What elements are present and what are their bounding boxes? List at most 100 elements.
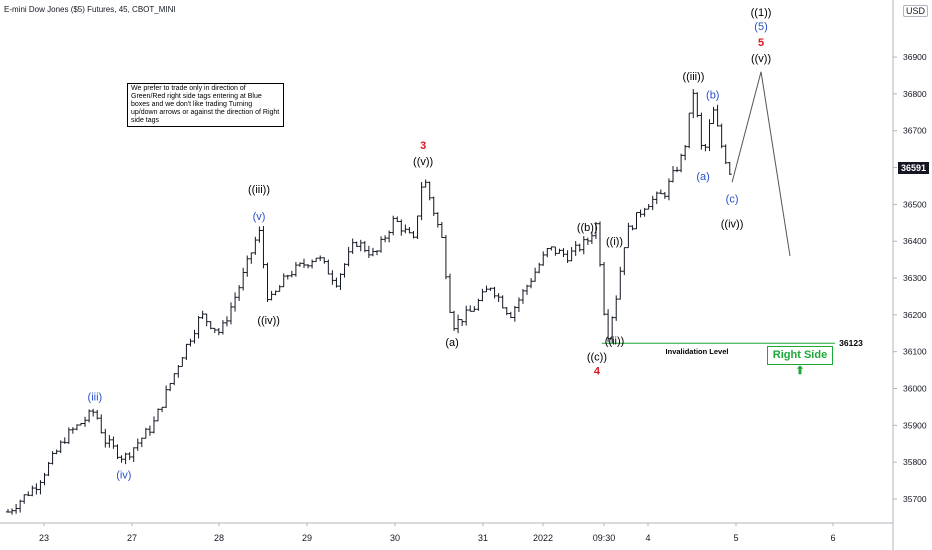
x-tick-label: 5 bbox=[733, 533, 738, 543]
candle bbox=[488, 287, 493, 291]
candle bbox=[78, 422, 83, 426]
candle bbox=[525, 284, 530, 295]
candle bbox=[285, 274, 290, 280]
candle bbox=[135, 438, 140, 451]
currency-button[interactable]: USD bbox=[903, 5, 929, 17]
candle bbox=[297, 262, 302, 267]
candle bbox=[115, 444, 120, 460]
x-tick-label: 2022 bbox=[533, 533, 553, 543]
candle bbox=[541, 251, 546, 266]
candle bbox=[443, 235, 448, 280]
candle bbox=[387, 230, 392, 243]
candle bbox=[241, 267, 246, 291]
candle bbox=[589, 231, 594, 244]
candle bbox=[618, 266, 623, 300]
candle bbox=[695, 92, 700, 118]
candle bbox=[91, 408, 96, 417]
candle bbox=[679, 153, 684, 173]
candle bbox=[184, 343, 189, 360]
candle bbox=[366, 245, 371, 259]
candle bbox=[480, 288, 485, 302]
candle bbox=[354, 241, 359, 248]
candle bbox=[119, 455, 124, 463]
candle bbox=[38, 480, 43, 495]
candle bbox=[334, 277, 339, 288]
candle bbox=[626, 222, 631, 249]
wave-label-iii_dbl: ((iii)) bbox=[248, 184, 270, 196]
candle bbox=[180, 357, 185, 368]
candle bbox=[452, 310, 457, 331]
candle bbox=[83, 416, 88, 427]
wave-label-one_dbl: ((1)) bbox=[751, 7, 772, 19]
candle bbox=[208, 321, 213, 330]
candle bbox=[22, 494, 27, 504]
candle bbox=[565, 250, 570, 263]
candle bbox=[196, 315, 201, 339]
candle bbox=[237, 285, 242, 301]
candle bbox=[164, 385, 169, 409]
candle bbox=[496, 293, 501, 302]
candle bbox=[379, 236, 384, 253]
candle bbox=[598, 221, 603, 267]
x-tick-label: 23 bbox=[39, 533, 49, 543]
candle bbox=[131, 447, 136, 463]
candle bbox=[346, 246, 351, 267]
candle bbox=[289, 270, 294, 278]
candle bbox=[447, 273, 452, 313]
candle bbox=[508, 311, 513, 319]
candle bbox=[103, 428, 108, 448]
candle bbox=[99, 414, 104, 434]
y-tick-label: 36200 bbox=[903, 310, 927, 320]
candle bbox=[188, 338, 193, 347]
candle bbox=[557, 248, 562, 254]
candle bbox=[723, 144, 728, 165]
candle bbox=[374, 250, 379, 256]
candle bbox=[650, 195, 655, 211]
candle bbox=[273, 290, 278, 296]
candle bbox=[192, 329, 197, 344]
candle bbox=[212, 327, 217, 334]
wave-label-b_blue: (b) bbox=[706, 90, 719, 102]
candle bbox=[715, 104, 720, 127]
wave-label-five_b: (5) bbox=[754, 21, 767, 33]
candle bbox=[585, 237, 590, 246]
candle bbox=[330, 270, 335, 285]
candle bbox=[614, 295, 619, 321]
x-tick-label: 31 bbox=[478, 533, 488, 543]
candle bbox=[46, 461, 51, 476]
wave-label-ii_dbl: ((ii)) bbox=[605, 336, 625, 348]
wave-label-iii: (iii) bbox=[88, 392, 103, 404]
candle bbox=[699, 112, 704, 150]
candle bbox=[204, 313, 209, 327]
candle bbox=[399, 219, 404, 236]
candle bbox=[516, 297, 521, 313]
candle bbox=[687, 112, 692, 149]
candle bbox=[634, 211, 639, 230]
y-tick-label: 36400 bbox=[903, 236, 927, 246]
candle bbox=[277, 285, 282, 292]
y-tick-label: 36000 bbox=[903, 384, 927, 394]
candle bbox=[70, 427, 75, 434]
candle bbox=[472, 306, 477, 312]
candle bbox=[512, 305, 517, 322]
candle bbox=[168, 382, 173, 392]
candle bbox=[265, 262, 270, 302]
current-price-label: 36591 bbox=[898, 162, 930, 174]
candle bbox=[573, 241, 578, 256]
candle bbox=[395, 216, 400, 222]
x-tick-label: 4 bbox=[645, 533, 650, 543]
candle bbox=[553, 246, 558, 256]
candle bbox=[456, 314, 461, 334]
wave-label-v: (v) bbox=[253, 211, 266, 223]
candle bbox=[504, 307, 509, 316]
candle bbox=[54, 449, 59, 455]
trading-note: We prefer to trade only in direction of … bbox=[127, 83, 284, 127]
candle bbox=[143, 427, 148, 439]
candle bbox=[569, 247, 574, 262]
candle bbox=[423, 179, 428, 188]
y-tick-label: 36900 bbox=[903, 52, 927, 62]
candle bbox=[492, 286, 497, 299]
candle bbox=[358, 239, 363, 252]
wave-label-five_r: 5 bbox=[758, 37, 764, 49]
